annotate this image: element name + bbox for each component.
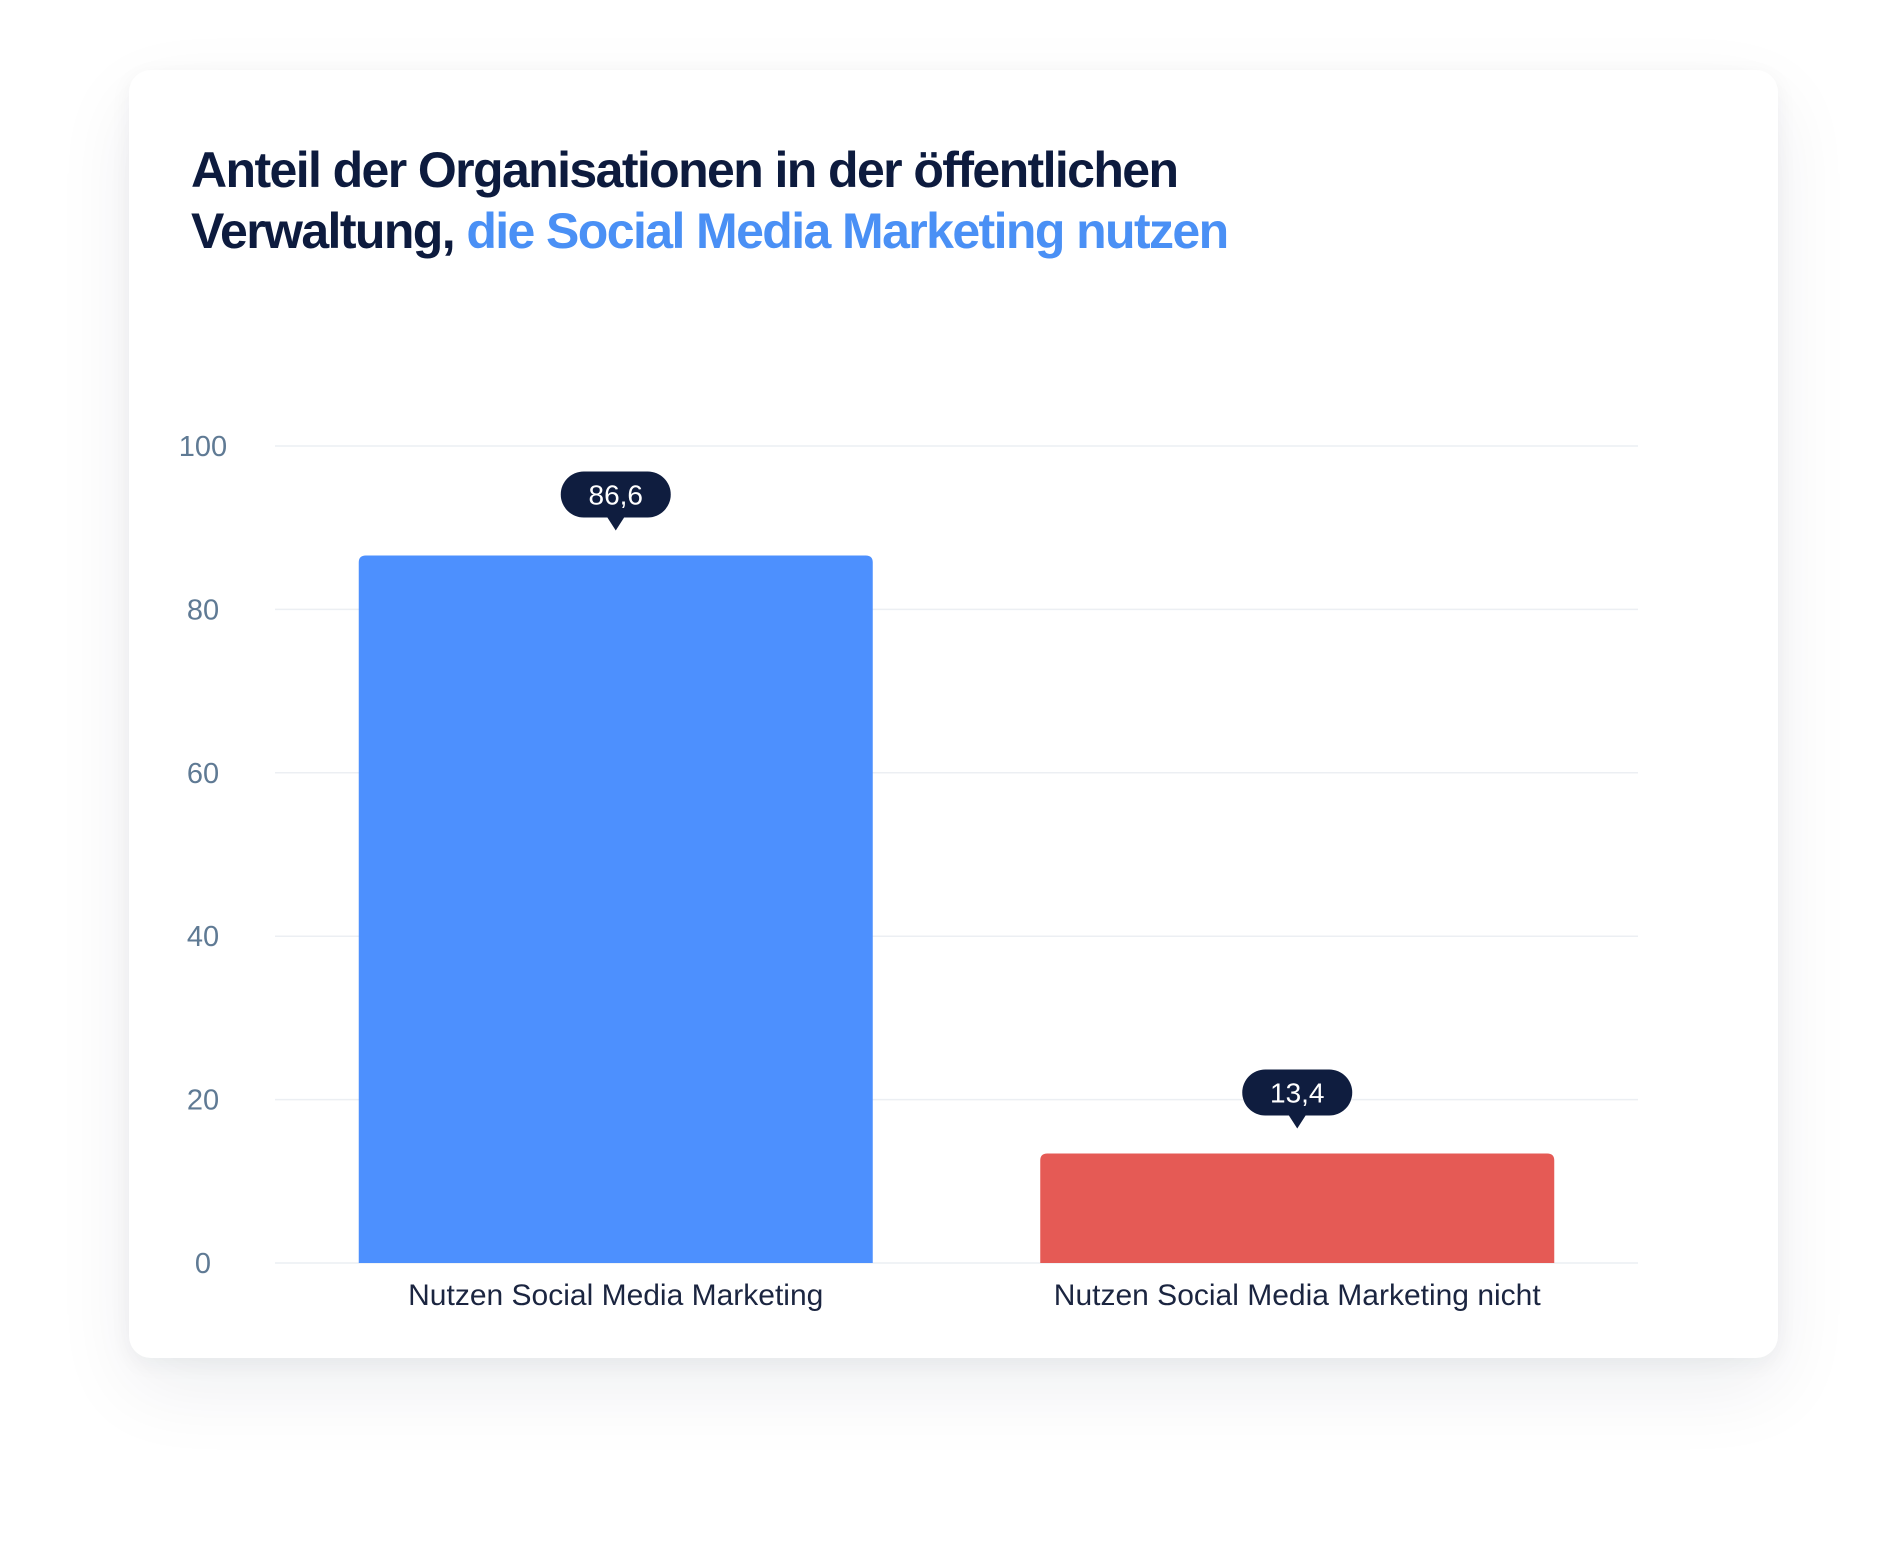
data-label-bubble-body	[1242, 1069, 1353, 1116]
data-label-bubble: 86,6	[560, 471, 671, 531]
bar	[358, 555, 873, 1263]
chart-title-highlight: die Social Media Marketing nutzen	[466, 203, 1229, 259]
chart-title-main: Anteil der Organisationen in der öffentl…	[191, 142, 1179, 259]
y-tick-label: 80	[187, 594, 219, 626]
y-tick-label: 60	[187, 758, 219, 790]
data-label-pointer	[606, 516, 625, 531]
data-label: 13,4	[1270, 1078, 1325, 1109]
data-label-bubble: 13,4	[1242, 1069, 1353, 1129]
data-label-pointer	[1288, 1114, 1307, 1129]
y-tick-label: 100	[179, 431, 227, 463]
y-tick-label: 40	[187, 921, 219, 953]
data-label: 86,6	[589, 479, 644, 510]
data-label-bubble-body	[560, 471, 671, 518]
y-tick-label: 20	[187, 1085, 219, 1117]
chart-title: Anteil der Organisationen in der öffentl…	[191, 140, 1391, 262]
bar	[1040, 1153, 1555, 1263]
x-category-label: Nutzen Social Media Marketing nicht	[1054, 1279, 1542, 1312]
y-tick-label: 0	[195, 1248, 211, 1280]
x-category-label: Nutzen Social Media Marketing	[408, 1279, 823, 1312]
